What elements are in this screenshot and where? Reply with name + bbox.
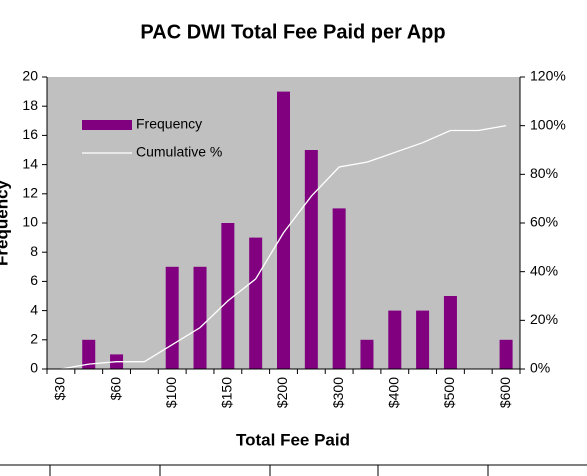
legend-label: Cumulative %	[136, 144, 222, 160]
y2-tick-label: 20%	[530, 311, 558, 327]
x-tick-label: $200	[274, 377, 290, 408]
y-tick-label: 14	[22, 155, 38, 171]
y2-tick-label: 40%	[530, 262, 558, 278]
x-tick-label: $500	[441, 377, 457, 408]
y2-tick-label: 60%	[530, 214, 558, 230]
y-tick-label: 10	[22, 214, 38, 230]
y-tick-label: 12	[22, 185, 38, 201]
y-tick-label: 0	[30, 360, 38, 376]
bar	[443, 296, 457, 369]
y-tick-label: 16	[22, 126, 38, 142]
bar	[82, 339, 96, 369]
y-tick-label: 6	[30, 272, 38, 288]
y2-tick-label: 80%	[530, 165, 558, 181]
x-tick-label: $30	[52, 377, 68, 401]
bar	[221, 223, 235, 369]
y-tick-label: 8	[30, 243, 38, 259]
legend-swatch	[82, 120, 132, 130]
x-axis-title: Total Fee Paid	[236, 430, 350, 449]
line	[60, 125, 507, 370]
y-tick-label: 20	[22, 68, 38, 84]
chart-title: PAC DWI Total Fee Paid per App	[140, 21, 445, 43]
x-tick-label: $300	[330, 377, 346, 408]
legend-label: Frequency	[136, 116, 202, 132]
y-axis-title: Frequency	[0, 179, 11, 266]
bar	[165, 266, 179, 369]
y-tick-label: 2	[30, 331, 38, 347]
bar	[277, 91, 290, 369]
y2-tick-label: 0%	[530, 360, 550, 376]
bar	[193, 266, 207, 369]
bar	[416, 310, 430, 369]
x-tick-label: $400	[385, 377, 401, 408]
bar	[304, 150, 318, 369]
y2-tick-label: 100%	[530, 116, 566, 132]
bar	[388, 310, 402, 369]
x-tick-label: $150	[219, 377, 235, 408]
y-tick-label: 18	[22, 97, 38, 113]
bar	[360, 339, 374, 369]
y2-tick-label: 120%	[530, 68, 566, 84]
y-tick-label: 4	[30, 301, 38, 317]
bar	[332, 208, 346, 369]
bar	[499, 339, 513, 369]
x-tick-label: $60	[107, 377, 123, 401]
x-tick-label: $600	[497, 377, 513, 408]
x-tick-label: $100	[163, 377, 179, 408]
bar	[249, 237, 263, 369]
